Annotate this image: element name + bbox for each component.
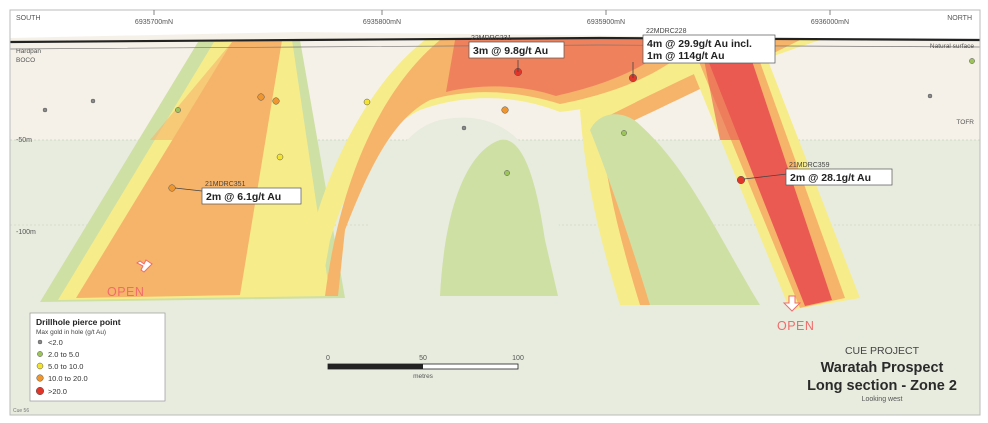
south-label: SOUTH [16,15,41,22]
intercept-text: 1m @ 114g/t Au [647,50,725,62]
intercept-text: 3m @ 9.8g/t Au [473,45,548,57]
legend-swatch [36,362,44,370]
scale-tick-label: 100 [512,355,524,362]
pierce-point [42,107,48,113]
northing-label: 6935900mN [587,19,625,26]
natural-surface-line [10,36,980,44]
legend-item-label: <2.0 [48,338,63,347]
view-direction: Looking west [862,396,903,403]
legend: Drillhole pierce point Max gold in hole … [29,312,166,402]
map-frame [9,9,981,416]
figure-title: Waratah Prospect [821,360,944,376]
hole-id: 22MDRC231 [471,35,512,42]
tofr-label: TOFR [956,119,974,126]
hardpan-label: Hardpan [16,48,41,55]
footer-note: Cue 56 [13,408,29,414]
intercept-text: 2m @ 6.1g/t Au [206,191,281,203]
natural-surface-label: Natural surface [930,43,974,50]
hole-id: 21MDRC359 [789,162,830,169]
depth-label: -100m [16,229,36,236]
scale-tick-label: 0 [326,355,330,362]
pierce-point [363,98,371,106]
pierce-point [621,130,627,136]
open-marker-right: OPEN [777,295,814,333]
pierce-point [257,93,265,101]
pierce-point [736,175,746,185]
intercept-callout-22mdrc228: 22MDRC228 4m @ 29.9g/t Au incl. 1m @ 114… [632,28,776,78]
pierce-point [927,93,933,99]
open-label: OPEN [107,285,144,299]
pierce-point [272,97,280,105]
pierce-point [276,153,284,161]
boco-label: BOCO [16,57,35,64]
left-grade-shoot [40,40,345,302]
pierce-points [42,58,975,192]
depth-label: -50m [16,137,32,144]
intercept-box [785,168,893,186]
legend-item-label: 10.0 to 20.0 [48,374,88,383]
legend-box [29,312,166,402]
intercept-callout-21mdrc351: 21MDRC351 2m @ 6.1g/t Au [174,181,302,205]
figure-subtitle: Long section - Zone 2 [807,378,957,394]
legend-title: Drillhole pierce point [36,317,121,327]
hole-id: 21MDRC351 [205,181,246,188]
boco-line [10,44,980,50]
open-label: OPEN [777,319,814,333]
geology-background [10,10,980,415]
legend-item-label: 2.0 to 5.0 [48,350,79,359]
legend-swatch [35,386,45,396]
scale-bar-segment [328,364,423,369]
intercept-box [201,187,302,205]
intercept-box [468,41,565,59]
open-arrow-icon [136,259,153,273]
scale-tick-label: 50 [419,355,427,362]
pierce-point [175,107,181,113]
pierce-point [504,170,510,176]
legend-item-label: 5.0 to 10.0 [48,362,83,371]
legend-subtitle: Max gold in hole (g/t Au) [36,329,106,336]
pierce-point [168,184,176,192]
open-marker-left: OPEN [107,259,153,299]
pierce-point [90,98,96,104]
scale-unit-label: metres [413,373,434,380]
open-arrow-icon [782,295,802,312]
north-label: NORTH [947,15,972,22]
intercept-callout-22mdrc231: 22MDRC231 3m @ 9.8g/t Au [468,35,565,72]
intercept-text: 4m @ 29.9g/t Au incl. [647,38,752,50]
intercept-text: 2m @ 28.1g/t Au [790,172,871,184]
intercept-box [642,34,776,64]
legend-item-label: >20.0 [48,387,67,396]
title-block: CUE PROJECT Waratah Prospect Long sectio… [807,345,957,403]
pierce-point [461,125,467,131]
pierce-point [501,106,509,114]
legend-swatch [36,374,44,382]
northing-label: 6935800mN [363,19,401,26]
pierce-point [969,58,975,64]
legend-swatch [37,351,43,357]
right-grade-shoot [580,40,860,310]
scale-bar: 0 50 100 metres [326,355,524,380]
hole-id: 22MDRC228 [646,28,687,35]
legend-swatch [37,339,43,345]
northing-label: 6936000mN [811,19,849,26]
intercept-callout-21mdrc359: 21MDRC359 2m @ 28.1g/t Au [743,162,893,186]
project-name: CUE PROJECT [845,345,920,357]
northing-label: 6935700mN [135,19,173,26]
